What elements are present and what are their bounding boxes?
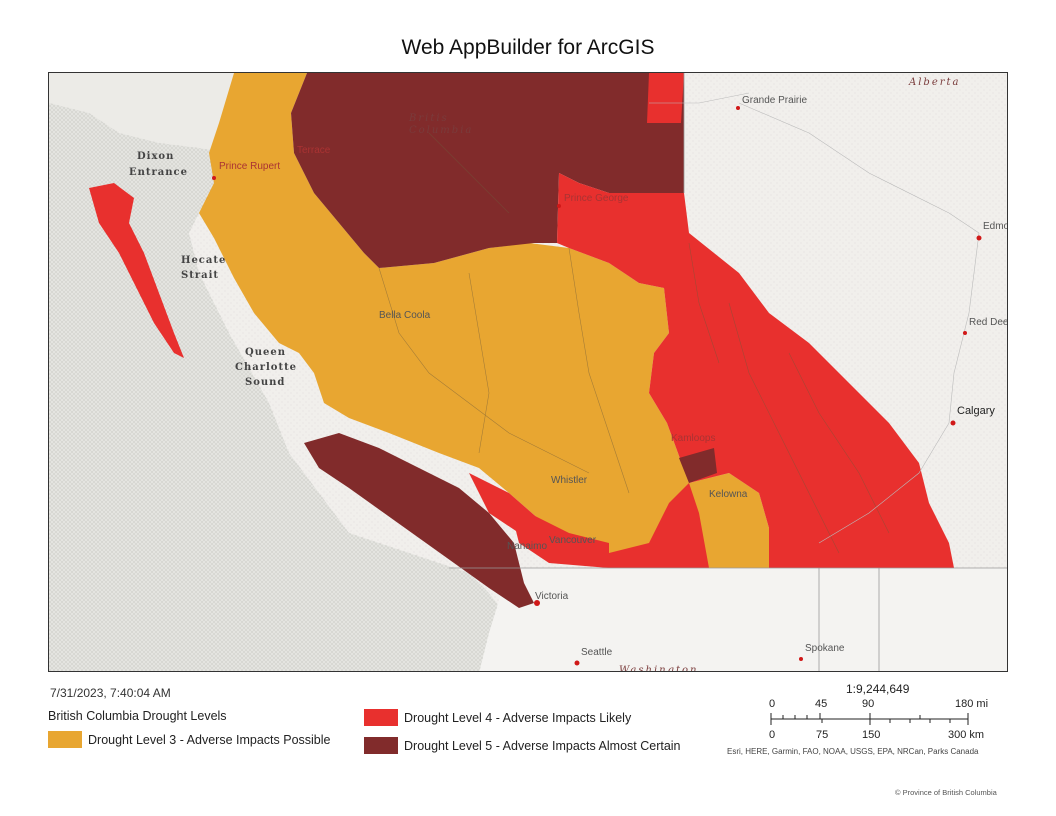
drought-level-4-south xyxy=(469,473,709,568)
copyright-notice: © Province of British Columbia xyxy=(895,788,997,797)
svg-text:Vancouver: Vancouver xyxy=(549,535,597,546)
svg-text:Terrace: Terrace xyxy=(297,145,331,156)
drought-level-4-northeast xyxy=(647,73,684,123)
legend-swatch-level-3 xyxy=(48,731,82,748)
svg-text:Columbia: Columbia xyxy=(409,125,473,136)
scale-mi-tick-90: 90 xyxy=(862,698,875,710)
svg-text:Red Deer: Red Deer xyxy=(969,317,1008,328)
svg-text:Dixon: Dixon xyxy=(137,151,174,162)
scale-km-tick-75: 75 xyxy=(816,729,829,741)
svg-text:Calgary: Calgary xyxy=(957,405,995,417)
svg-text:Charlotte: Charlotte xyxy=(235,362,297,373)
haida-gwaii-level-4 xyxy=(89,183,184,358)
svg-text:Entrance: Entrance xyxy=(129,167,188,178)
map-attribution: Esri, HERE, Garmin, FAO, NOAA, USGS, EPA… xyxy=(727,747,979,756)
washington-land xyxy=(479,568,1007,671)
svg-text:Nanaimo: Nanaimo xyxy=(507,541,547,552)
scale-ratio: 1:9,244,649 xyxy=(846,682,910,696)
page-title: Web AppBuilder for ArcGIS xyxy=(401,36,655,59)
drought-level-5-north xyxy=(291,73,684,268)
map-view[interactable]: Alberta Britis Columbia Washington Dixon… xyxy=(48,72,1008,672)
legend-item-level-4: Drought Level 4 - Adverse Impacts Likely xyxy=(364,709,631,726)
scale-mi-tick-180: 180 mi xyxy=(955,698,989,710)
legend-swatch-level-4 xyxy=(364,709,398,726)
legend-item-level-3: Drought Level 3 - Adverse Impacts Possib… xyxy=(48,731,330,748)
legend-label-level-4: Drought Level 4 - Adverse Impacts Likely xyxy=(404,710,632,725)
legend-label-level-3: Drought Level 3 - Adverse Impacts Possib… xyxy=(88,732,331,747)
drought-level-5-kamloops xyxy=(679,448,717,483)
roads xyxy=(649,92,980,544)
svg-text:Kamloops: Kamloops xyxy=(671,433,715,444)
svg-text:Prince Rupert: Prince Rupert xyxy=(219,161,280,172)
city-markers xyxy=(212,106,982,666)
legend-title: British Columbia Drought Levels xyxy=(48,709,227,723)
drought-level-4-east xyxy=(557,173,954,568)
svg-text:Alberta: Alberta xyxy=(908,77,961,88)
svg-text:Sound: Sound xyxy=(245,377,285,388)
drought-level-3-region xyxy=(199,73,769,568)
vancouver-island-level-5 xyxy=(304,433,534,608)
print-timestamp: 7/31/2023, 7:40:04 AM xyxy=(50,686,171,700)
legend-item-level-5: Drought Level 5 - Adverse Impacts Almost… xyxy=(364,737,681,754)
scale-mi-tick-0: 0 xyxy=(769,698,776,710)
svg-text:Prince George: Prince George xyxy=(564,193,629,204)
basin-boundaries xyxy=(378,132,890,554)
legend-swatch-level-5 xyxy=(364,737,398,754)
drought-level-4-lower-mainland xyxy=(509,503,609,568)
legend-label-level-5: Drought Level 5 - Adverse Impacts Almost… xyxy=(404,738,681,753)
svg-text:Seattle: Seattle xyxy=(581,647,613,658)
scale-km-tick-150: 150 xyxy=(862,729,881,741)
svg-text:Washington: Washington xyxy=(619,665,698,672)
svg-text:Grande Prairie: Grande Prairie xyxy=(742,95,807,106)
svg-text:Queen: Queen xyxy=(245,347,286,358)
svg-text:Victoria: Victoria xyxy=(535,591,569,602)
svg-text:Hecate: Hecate xyxy=(181,255,226,266)
svg-text:Whistler: Whistler xyxy=(551,475,588,486)
svg-text:Edmon: Edmon xyxy=(983,221,1008,232)
svg-text:Spokane: Spokane xyxy=(805,643,845,654)
scale-km-tick-300: 300 km xyxy=(948,729,985,741)
borders xyxy=(449,73,1007,671)
scale-bar xyxy=(770,713,969,725)
svg-text:Kelowna: Kelowna xyxy=(709,489,748,500)
svg-text:Strait: Strait xyxy=(181,270,219,281)
scale-km-tick-0: 0 xyxy=(769,729,776,741)
svg-text:Britis: Britis xyxy=(408,113,449,124)
svg-text:Bella Coola: Bella Coola xyxy=(379,310,431,321)
scale-mi-tick-45: 45 xyxy=(815,698,828,710)
